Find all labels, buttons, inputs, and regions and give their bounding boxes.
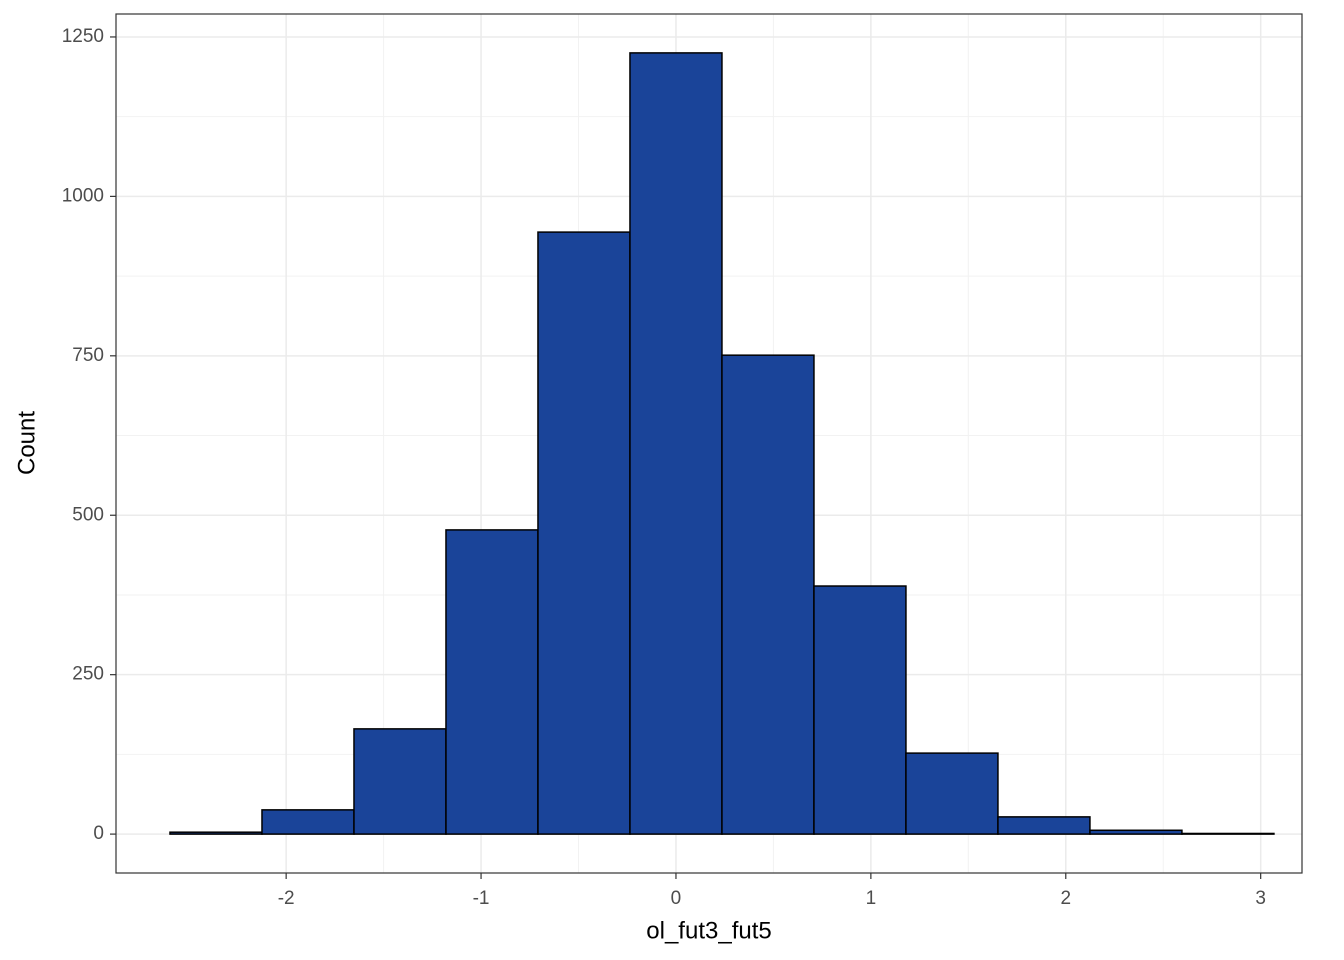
bar	[721, 354, 815, 835]
x-tick-label: 0	[671, 888, 682, 909]
bar	[353, 728, 447, 835]
bar	[629, 52, 723, 835]
y-tick-label: 0	[93, 823, 104, 844]
y-tick-label: 1000	[62, 185, 104, 206]
bar	[537, 231, 631, 835]
bar	[261, 809, 355, 835]
panel-border	[115, 13, 1303, 874]
bar	[905, 752, 999, 835]
y-tick-label: 750	[72, 345, 104, 366]
y-tick-label: 500	[72, 504, 104, 525]
x-tick-label: 3	[1255, 888, 1266, 909]
x-axis-title: ol_fut3_fut5	[646, 917, 771, 944]
y-tick-label: 250	[72, 664, 104, 685]
bar	[1181, 832, 1275, 835]
y-axis-title: Count	[13, 411, 40, 475]
bar	[997, 816, 1091, 835]
x-tick-label: -1	[473, 888, 490, 909]
y-tick-label: 1250	[62, 26, 104, 47]
bar	[169, 831, 263, 835]
bar	[445, 529, 539, 835]
x-tick-label: 2	[1060, 888, 1071, 909]
x-tick-label: -2	[278, 888, 295, 909]
bar	[813, 585, 907, 835]
bar	[1089, 829, 1183, 835]
x-tick-label: 1	[866, 888, 877, 909]
